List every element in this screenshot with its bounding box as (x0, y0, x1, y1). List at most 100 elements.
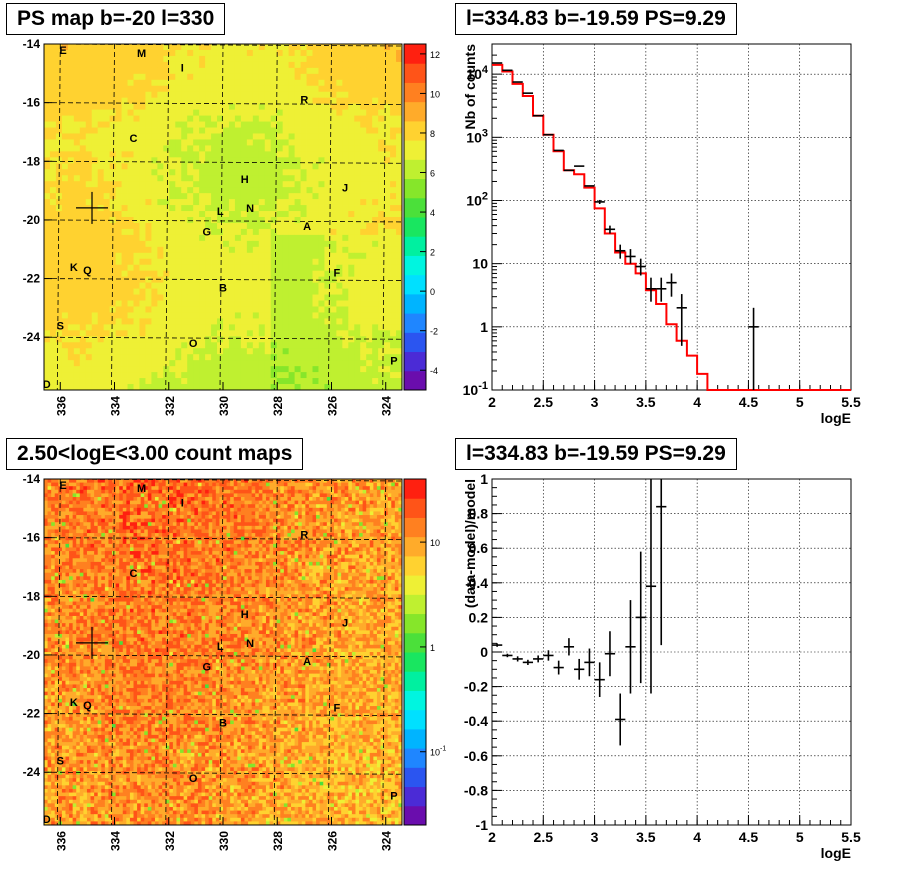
map-cell (258, 187, 266, 194)
map-cell (169, 366, 176, 373)
map-cell (73, 360, 81, 367)
map-cell (312, 199, 319, 206)
map-cell (234, 294, 242, 301)
map-cell (378, 199, 385, 206)
map-cell (145, 354, 152, 361)
map-cell (151, 306, 158, 313)
map-cell (86, 515, 91, 520)
map-cell (269, 515, 274, 520)
map-cell (97, 139, 105, 146)
map-cell (73, 342, 81, 349)
map-cell (127, 44, 134, 51)
map-cell (366, 324, 373, 331)
map-cell (251, 507, 256, 512)
map-cell (258, 300, 266, 307)
map-cell (390, 228, 397, 236)
map-cell (157, 181, 164, 188)
map-cell (187, 384, 194, 391)
map-cell (391, 486, 396, 491)
map-cell (217, 282, 224, 289)
map-cell (244, 493, 249, 498)
map-cell (391, 511, 396, 516)
map-cell (133, 211, 140, 218)
map-cell (280, 489, 285, 494)
map-cell (157, 264, 164, 272)
map-cell (205, 372, 212, 379)
map-cell (228, 187, 236, 194)
map-cell (324, 121, 331, 128)
map-cell (139, 67, 146, 75)
map-cell (324, 151, 331, 158)
map-cell (354, 246, 361, 254)
map-cell (175, 91, 182, 99)
map-cell (354, 336, 361, 343)
map-cell (187, 193, 194, 200)
map-cell (372, 348, 379, 355)
map-cell (378, 109, 385, 116)
map-cell (234, 324, 242, 331)
map-cell (312, 288, 319, 295)
source-label: Q (83, 265, 92, 277)
map-cell (276, 175, 284, 182)
map-cell (312, 222, 319, 230)
map-cell (109, 61, 116, 69)
map-cell (330, 169, 337, 176)
map-cell (205, 61, 212, 69)
map-cell (147, 518, 152, 523)
map-cell (217, 175, 224, 182)
map-cell (282, 187, 290, 194)
map-cell (342, 127, 349, 134)
map-cell (251, 482, 256, 487)
map-cell (234, 300, 242, 307)
map-cell (67, 49, 75, 57)
map-cell (91, 187, 99, 194)
map-cell (145, 366, 152, 373)
map-cell (337, 497, 342, 502)
map-cell (230, 507, 235, 512)
map-cell (61, 366, 69, 373)
map-cell (94, 479, 99, 483)
map-cell (86, 511, 91, 516)
map-cell (183, 482, 188, 487)
map-cell (121, 181, 128, 188)
map-cell (169, 270, 176, 278)
map-cell (44, 294, 51, 301)
colorbar-tick-label: 4 (430, 208, 435, 218)
map-cell (223, 49, 230, 57)
map-cell (217, 264, 224, 272)
map-cell (330, 103, 337, 111)
map-cell (199, 85, 206, 93)
map-cell (342, 372, 349, 379)
map-cell (79, 270, 87, 278)
x-tick-label: 3.5 (636, 394, 656, 410)
map-cell (201, 504, 206, 509)
map-cell (133, 372, 140, 379)
map-cell (330, 336, 337, 343)
map-cell (298, 493, 303, 498)
map-cell (348, 354, 355, 361)
map-cell (300, 228, 307, 236)
map-cell (372, 193, 379, 200)
map-cell (390, 211, 397, 218)
map-cell (354, 175, 361, 182)
map-cell (54, 511, 59, 516)
map-cell (288, 366, 295, 373)
map-cell (145, 372, 152, 379)
map-cell (85, 163, 93, 170)
map-cell (223, 205, 230, 212)
map-cell (369, 489, 374, 494)
map-cell (103, 282, 111, 289)
map-cell (390, 234, 397, 242)
map-cell (306, 97, 313, 105)
map-cell (44, 211, 51, 218)
map-cell (294, 515, 299, 520)
map-cell (324, 264, 331, 272)
map-cell (49, 133, 57, 140)
map-cell (151, 324, 158, 331)
map-cell (324, 157, 331, 164)
map-cell (97, 518, 102, 523)
map-cell (359, 511, 364, 516)
map-cell (73, 330, 81, 337)
map-cell (163, 318, 170, 325)
map-cell (396, 163, 403, 170)
